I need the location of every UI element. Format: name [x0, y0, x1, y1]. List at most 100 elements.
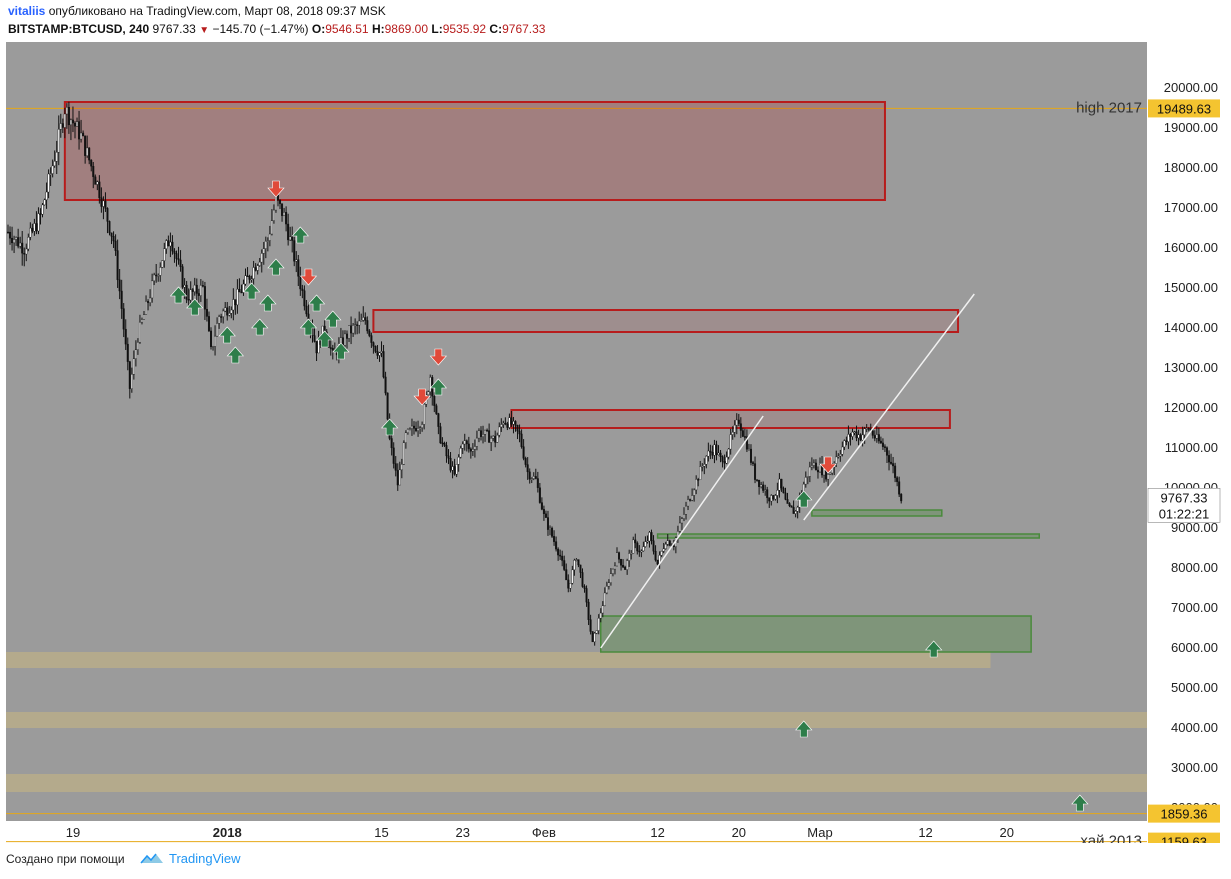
candle-body — [597, 617, 600, 631]
y-tick-label: 18000.00 — [1164, 160, 1218, 175]
candle-body — [96, 181, 99, 185]
candle-body — [603, 592, 606, 606]
x-tick-label: 12 — [650, 825, 664, 840]
candle-body — [609, 573, 612, 583]
candle-body — [749, 448, 752, 463]
candle-body — [721, 456, 724, 462]
candle-body — [254, 267, 257, 271]
candle-body — [737, 419, 740, 424]
close-value: 9767.33 — [502, 22, 546, 36]
candle-body — [484, 429, 487, 435]
candle-body — [693, 489, 696, 496]
tradingview-logo-icon[interactable] — [140, 851, 164, 867]
candle-body — [421, 424, 424, 428]
candle-body — [518, 430, 521, 435]
candle-body — [27, 237, 30, 250]
candle-body — [849, 434, 852, 437]
trend-line — [600, 415, 764, 649]
candle-body — [494, 435, 497, 443]
candle-body — [565, 569, 568, 581]
candle-body — [585, 588, 588, 603]
candle-body — [853, 431, 856, 433]
candle-body — [816, 469, 819, 473]
countdown-text: 01:22:21 — [1159, 506, 1210, 521]
candle-body — [415, 428, 418, 431]
candle-body — [652, 540, 655, 552]
candle-body — [546, 517, 549, 530]
candle-body — [240, 291, 243, 294]
candle-body — [151, 280, 154, 299]
candle-body — [400, 464, 403, 471]
candle-body — [256, 265, 259, 271]
candle-body — [770, 495, 773, 502]
candle-body — [685, 505, 688, 515]
candle-body — [463, 440, 466, 445]
candle-body — [559, 554, 562, 557]
close-label: C: — [489, 22, 503, 36]
candle-body — [760, 484, 763, 487]
candle-body — [384, 376, 387, 394]
candle-body — [522, 446, 525, 459]
publish-info: vitaliis опубликовано на TradingView.com… — [8, 4, 386, 18]
time-axis[interactable] — [0, 821, 1231, 843]
tradingview-brand[interactable]: TradingView — [169, 851, 241, 866]
arrow-up-icon — [242, 282, 261, 300]
candle-body — [557, 548, 560, 556]
author-name[interactable]: vitaliis — [8, 4, 46, 18]
y-tick-label: 6000.00 — [1171, 640, 1218, 655]
candle-body — [861, 434, 864, 441]
candle-body — [441, 442, 444, 445]
candle-body — [92, 166, 95, 178]
candle-body — [220, 316, 223, 318]
candle-body — [682, 514, 685, 519]
candle-body — [358, 320, 361, 326]
candle-body — [175, 253, 178, 259]
candle-body — [668, 540, 671, 546]
candle-body — [43, 199, 46, 206]
plot-area[interactable] — [6, 42, 1147, 821]
candle-body — [437, 413, 440, 427]
candle-body — [157, 275, 160, 277]
candle-body — [287, 223, 290, 241]
candle-body — [888, 455, 891, 463]
candle-body — [812, 462, 815, 466]
candle-body — [285, 212, 288, 225]
candle-body — [611, 568, 614, 574]
candle-body — [214, 335, 217, 347]
candle-body — [691, 495, 694, 501]
candle-body — [417, 428, 420, 431]
candle-body — [218, 316, 221, 324]
candle-body — [752, 462, 755, 464]
candle-body — [890, 461, 893, 464]
candle-body — [510, 417, 513, 425]
high-label: H: — [371, 22, 385, 36]
candle-body — [715, 444, 718, 455]
candle-body — [571, 569, 574, 584]
candle-body — [203, 286, 206, 310]
price-axis[interactable] — [1147, 42, 1231, 821]
candle-body — [650, 532, 653, 541]
low-value: 9535.92 — [442, 22, 487, 36]
candle-body — [159, 267, 162, 276]
x-tick-label: 23 — [455, 825, 469, 840]
candle-body — [835, 456, 838, 464]
price-badge-text: 19489.63 — [1157, 101, 1211, 116]
candle-body — [216, 323, 219, 337]
candle-body — [165, 240, 168, 249]
candle-body — [786, 499, 789, 504]
candle-body — [439, 426, 442, 444]
candle-body — [530, 478, 533, 480]
candle-body — [149, 297, 152, 303]
candle-body — [577, 559, 580, 566]
x-tick-label: Фев — [532, 825, 556, 840]
candle-body — [731, 431, 734, 435]
candle-body — [739, 423, 742, 431]
candle-body — [591, 631, 594, 643]
candle-body — [329, 347, 332, 349]
price-chart[interactable]: 2000.003000.004000.005000.006000.007000.… — [0, 42, 1231, 843]
candle-body — [810, 465, 813, 468]
x-tick-label: 19 — [66, 825, 80, 840]
candle-body — [863, 428, 866, 436]
arrow-up-icon — [307, 294, 326, 312]
candle-body — [453, 466, 456, 475]
